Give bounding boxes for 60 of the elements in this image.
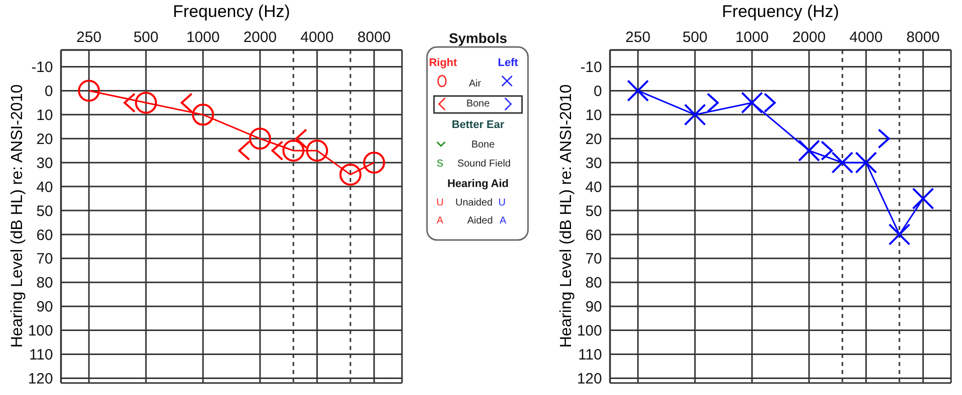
y-tick-label: 70 (585, 250, 602, 268)
y-tick-label: -10 (580, 59, 602, 76)
x-axis-title: Frequency (Hz) (172, 2, 292, 22)
y-tick-label: 20 (36, 130, 53, 148)
x-tick-label: 4000 (300, 29, 334, 46)
x-tick-label: 500 (682, 29, 708, 46)
text: Hearing Aid (447, 178, 509, 190)
y-tick-label: 40 (36, 178, 53, 196)
y-axis-title: Hearing Level (dB HL) re: ANSI-2010 (9, 84, 27, 348)
x-tick-label: 8000 (357, 29, 391, 46)
y-tick-label: 50 (585, 202, 602, 220)
y-tick-label: 110 (29, 346, 53, 364)
text: Unaided (455, 198, 493, 208)
y-tick-label: 120 (28, 370, 53, 388)
x-tick-label: 2000 (792, 29, 826, 46)
text: Bone (466, 98, 490, 110)
text: Symbols (448, 30, 508, 46)
text: S (436, 158, 444, 170)
x-tick-label: 2000 (243, 29, 277, 46)
y-tick-label: 30 (585, 154, 602, 172)
y-tick-label: -10 (31, 59, 53, 76)
text: Left (498, 56, 518, 69)
y-tick-label: 30 (36, 154, 53, 172)
x-tick-label: 1000 (186, 29, 220, 46)
text: Better Ear (452, 118, 506, 131)
y-tick-label: 120 (576, 370, 602, 388)
text: A (500, 216, 507, 226)
text: Right (428, 56, 458, 69)
y-tick-label: 50 (36, 202, 53, 220)
text: Aided (467, 216, 493, 226)
text: Air (468, 78, 482, 90)
y-tick-label: 100 (28, 322, 53, 340)
x-tick-label: 1000 (735, 29, 769, 46)
x-tick-label: 500 (133, 29, 158, 46)
y-tick-label: 100 (576, 322, 602, 340)
text: U (498, 198, 506, 208)
x-tick-label: 250 (76, 29, 102, 46)
y-axis-title: Hearing Level (dB HL) re: ANSI-2010 (558, 84, 576, 348)
y-tick-label: 20 (585, 130, 602, 148)
text: U (436, 198, 444, 208)
y-tick-label: 40 (585, 178, 602, 196)
x-tick-label: 4000 (849, 29, 883, 46)
y-tick-label: 70 (36, 250, 53, 268)
x-tick-label: 250 (625, 29, 650, 46)
y-tick-label: 80 (36, 274, 53, 292)
y-tick-label: 110 (578, 346, 602, 364)
y-tick-label: 60 (36, 226, 53, 244)
x-axis-title: Frequency (Hz) (720, 2, 840, 22)
y-tick-label: 10 (585, 107, 602, 124)
y-tick-label: 0 (44, 83, 53, 100)
y-tick-label: 80 (585, 274, 602, 292)
y-tick-label: 90 (585, 298, 602, 316)
text: Bone (471, 140, 496, 150)
y-tick-label: 10 (36, 107, 53, 124)
y-tick-label: 60 (585, 226, 602, 244)
x-tick-label: 8000 (906, 29, 940, 46)
y-tick-label: 90 (36, 298, 53, 316)
y-tick-label: 0 (594, 83, 602, 100)
text: A (436, 216, 444, 226)
text: Sound Field (457, 158, 511, 170)
